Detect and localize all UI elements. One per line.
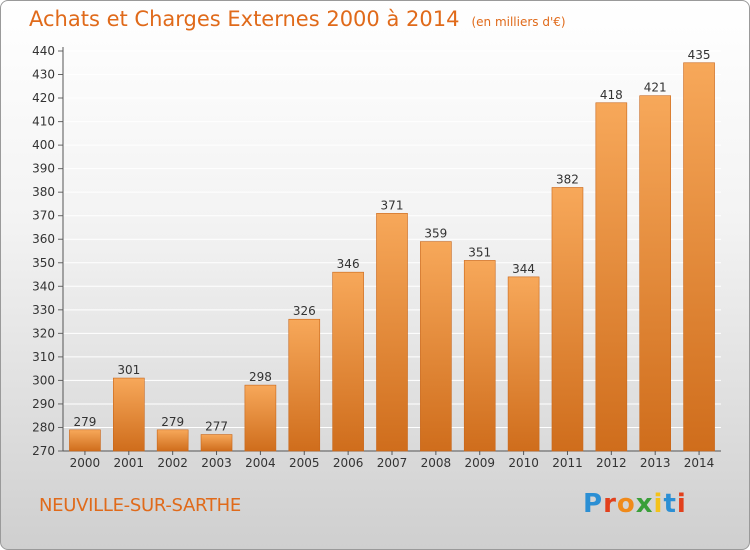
bar-value-label: 326 (293, 304, 316, 318)
bar-value-label: 421 (644, 81, 667, 95)
bar (507, 276, 540, 452)
bar-value-label: 435 (688, 48, 711, 62)
bar (376, 213, 408, 452)
x-tick-label: 2001 (114, 456, 145, 470)
y-tick-label: 270 (32, 444, 55, 458)
x-tick-label: 2004 (245, 456, 276, 470)
x-tick-label: 2002 (157, 456, 188, 470)
y-tick-label: 410 (32, 115, 55, 129)
bar (639, 95, 672, 452)
y-tick-label: 370 (32, 209, 55, 223)
y-tick-label: 340 (32, 279, 55, 293)
x-tick-label: 2011 (552, 456, 583, 470)
x-tick-label: 2014 (684, 456, 715, 470)
x-tick-label: 2013 (640, 456, 671, 470)
bar (463, 260, 496, 452)
x-tick-label: 2003 (201, 456, 232, 470)
x-tick-label: 2010 (508, 456, 539, 470)
x-tick-label: 2007 (377, 456, 408, 470)
bar (683, 62, 715, 452)
x-tick-label: 2005 (289, 456, 320, 470)
x-tick-label: 2009 (464, 456, 495, 470)
y-tick-label: 290 (32, 397, 55, 411)
bar (69, 429, 101, 452)
x-tick-label: 2012 (596, 456, 627, 470)
bar-value-label: 418 (600, 88, 623, 102)
y-tick-label: 350 (32, 256, 55, 270)
chart-title-text: Achats et Charges Externes 2000 à 2014 (29, 7, 460, 31)
x-tick-label: 2006 (333, 456, 364, 470)
y-tick-label: 420 (32, 91, 55, 105)
y-tick-label: 440 (32, 44, 55, 58)
y-tick-label: 280 (32, 420, 55, 434)
bar (113, 377, 145, 452)
bar (420, 241, 452, 452)
y-tick-label: 310 (32, 350, 55, 364)
commune-name: NEUVILLE-SUR-SARTHE (39, 495, 241, 516)
proxiti-logo: Proxiti (583, 489, 687, 519)
y-tick-label: 430 (32, 68, 55, 82)
bar-value-label: 382 (556, 172, 579, 186)
y-tick-label: 330 (32, 303, 55, 317)
y-tick-label: 360 (32, 232, 55, 246)
bar (244, 384, 277, 452)
bar (551, 187, 584, 452)
bar-value-label: 371 (381, 198, 404, 212)
bar (156, 429, 189, 452)
bar-value-label: 298 (249, 370, 272, 384)
bar (595, 102, 628, 452)
bar-value-label: 344 (512, 262, 535, 276)
y-tick-label: 320 (32, 326, 55, 340)
bar-value-label: 301 (117, 363, 140, 377)
bar (332, 271, 364, 452)
x-tick-label: 2008 (421, 456, 452, 470)
bar-value-label: 346 (337, 257, 360, 271)
bar (288, 318, 321, 452)
chart-title: Achats et Charges Externes 2000 à 2014 (e… (29, 7, 566, 31)
y-tick-label: 390 (32, 162, 55, 176)
bar (200, 434, 233, 452)
bar-value-label: 279 (161, 415, 184, 429)
bar-value-label: 351 (468, 245, 491, 259)
x-tick-label: 2000 (70, 456, 101, 470)
chart-unit: (en milliers d'€) (471, 15, 566, 29)
y-tick-label: 380 (32, 185, 55, 199)
y-tick-label: 400 (32, 138, 55, 152)
bar-value-label: 359 (424, 227, 447, 241)
bar-value-label: 277 (205, 420, 228, 434)
bar-value-label: 279 (73, 415, 96, 429)
y-tick-label: 300 (32, 373, 55, 387)
